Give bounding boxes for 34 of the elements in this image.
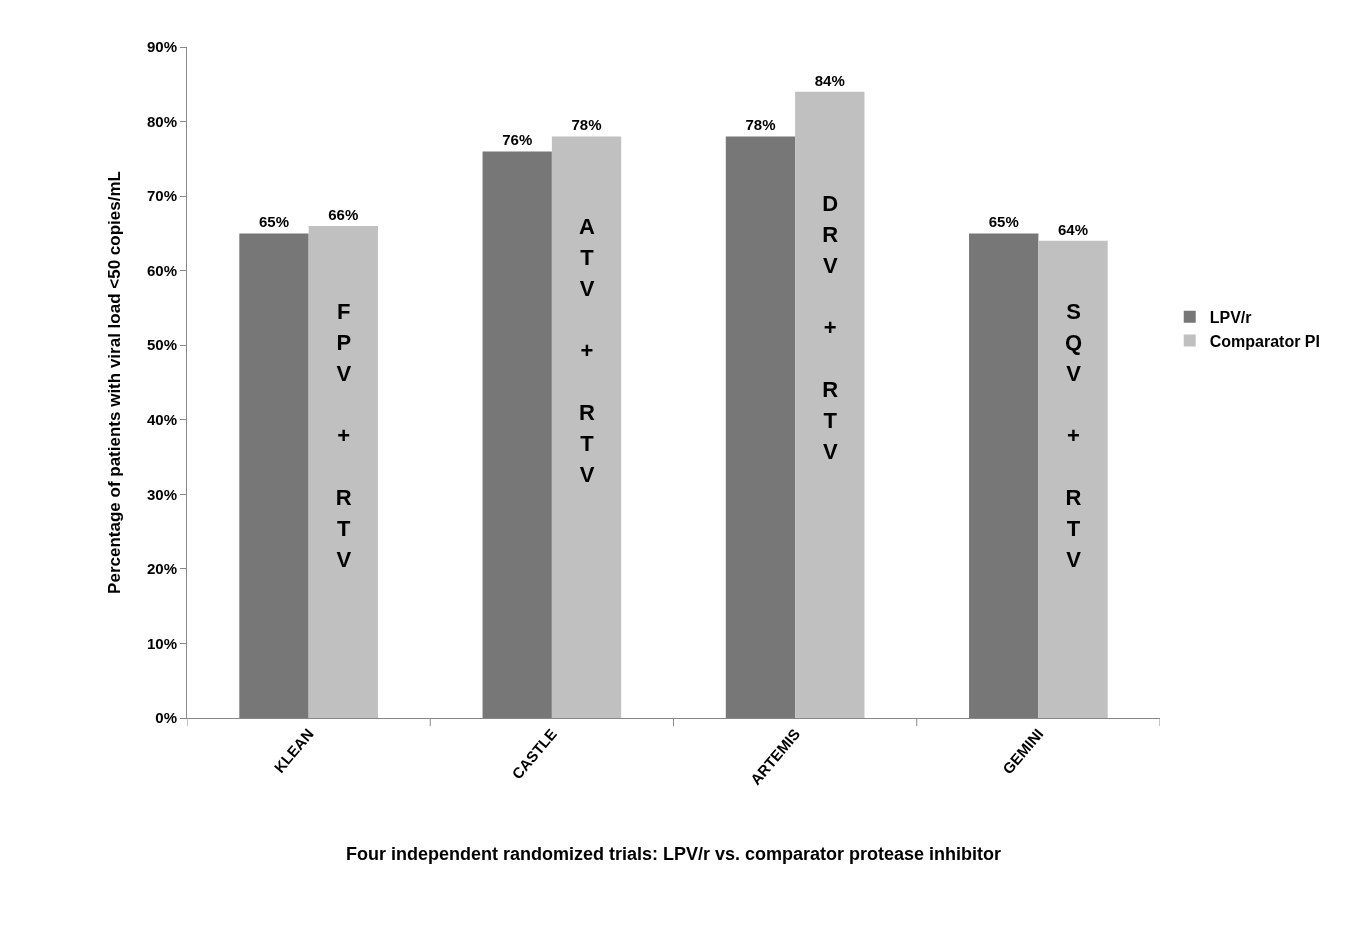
legend-label: LPV/r xyxy=(1209,308,1252,326)
bar xyxy=(969,233,1039,718)
bar xyxy=(795,91,865,718)
y-tick-label: 0% xyxy=(155,709,177,727)
data-label: 66% xyxy=(328,205,359,223)
bar xyxy=(482,151,552,718)
legend-label: Comparator PI xyxy=(1209,332,1320,350)
x-axis-title: Four independent randomized trials: LPV/r vs. comparator protease inhibitor xyxy=(345,844,1002,865)
bar xyxy=(725,136,796,718)
y-tick-label: 20% xyxy=(146,560,177,578)
y-tick-label: 10% xyxy=(146,634,177,652)
bar xyxy=(308,225,378,718)
y-tick-label: 70% xyxy=(146,187,177,205)
y-tick-label: 80% xyxy=(146,112,177,130)
data-label: 76% xyxy=(502,131,533,149)
annotation: ATV + RTV xyxy=(574,213,600,493)
data-label: 65% xyxy=(258,213,289,231)
y-tick-label: 50% xyxy=(146,336,177,354)
y-tick-label: 30% xyxy=(146,485,177,503)
data-label: 78% xyxy=(571,116,602,134)
annotation: DRV + RTV xyxy=(817,190,843,470)
bar xyxy=(239,233,309,718)
y-axis-title: Percentage of patients with viral load <50 copies/mL xyxy=(104,171,124,594)
data-label: 84% xyxy=(814,71,845,89)
data-label: 65% xyxy=(988,213,1019,231)
data-label: 64% xyxy=(1058,220,1089,238)
y-tick-label: 40% xyxy=(146,411,177,429)
annotation: FPV + RTV xyxy=(331,298,357,578)
bar xyxy=(1038,240,1108,718)
data-label: 78% xyxy=(745,116,776,134)
y-tick-label: 90% xyxy=(146,38,177,56)
bar xyxy=(551,136,622,718)
y-tick-label: 60% xyxy=(146,261,177,279)
annotation: SQV + RTV xyxy=(1061,298,1087,578)
